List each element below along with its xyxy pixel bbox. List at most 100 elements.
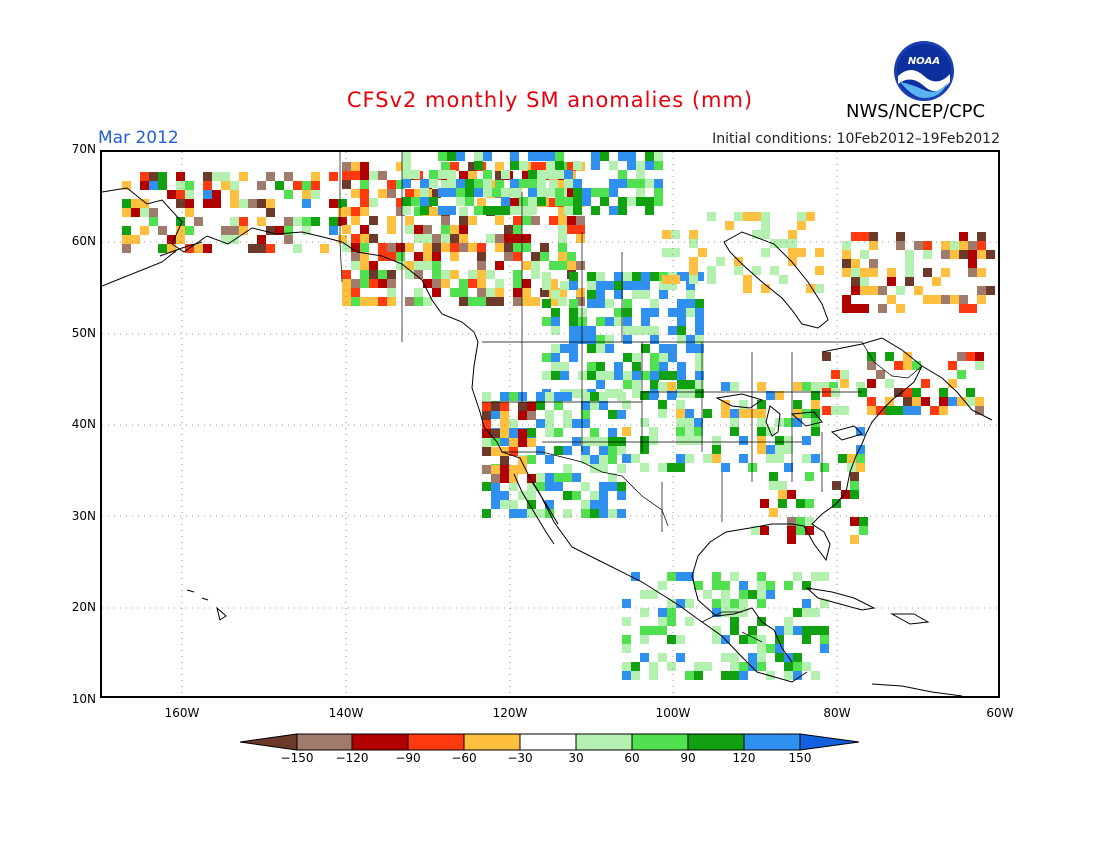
anomaly-cell xyxy=(876,406,885,415)
anomaly-cell xyxy=(387,270,396,279)
anomaly-cell xyxy=(712,581,721,590)
anomaly-cell xyxy=(841,490,850,499)
anomaly-cell xyxy=(387,243,396,252)
anomaly-cell xyxy=(555,197,564,206)
anomaly-cell xyxy=(695,308,704,317)
anomaly-cell xyxy=(802,409,811,418)
anomaly-cell xyxy=(968,268,977,277)
anomaly-cell xyxy=(176,190,185,199)
initial-conditions: Initial conditions: 10Feb2012–19Feb2012 xyxy=(712,131,1000,147)
anomaly-cell xyxy=(941,241,950,250)
anomaly-cell xyxy=(563,473,572,482)
anomaly-cell xyxy=(686,290,695,299)
anomaly-cell xyxy=(695,353,704,362)
anomaly-cell xyxy=(509,474,518,483)
lat-lon-grid xyxy=(102,152,998,696)
anomaly-cell xyxy=(402,170,411,179)
anomaly-cell xyxy=(858,388,867,397)
anomaly-cell xyxy=(581,500,590,509)
anomaly-cell xyxy=(387,225,396,234)
anomaly-cell xyxy=(387,279,396,288)
legend-swatch-gt150 xyxy=(799,733,860,751)
anomaly-cell xyxy=(787,526,796,535)
anomaly-cell xyxy=(959,304,968,313)
anomaly-cell xyxy=(302,190,311,199)
anomaly-cell xyxy=(887,277,896,286)
anomaly-cell xyxy=(939,388,948,397)
anomaly-cell xyxy=(703,590,712,599)
anomaly-cell xyxy=(284,235,293,244)
anomaly-cell xyxy=(667,572,676,581)
anomaly-cell xyxy=(518,402,527,411)
noaa-logo: NOAA xyxy=(893,40,955,102)
anomaly-cell xyxy=(769,481,778,490)
anomaly-cell xyxy=(459,171,468,180)
anomaly-cell xyxy=(536,509,545,518)
anomaly-cell xyxy=(599,464,608,473)
legend-label: −90 xyxy=(395,751,421,765)
anomaly-cell xyxy=(185,199,194,208)
legend-swatch-60-90 xyxy=(631,733,689,751)
anomaly-cell xyxy=(500,392,509,401)
anomaly-cell xyxy=(551,290,560,299)
anomaly-cell xyxy=(500,456,509,465)
anomaly-cell xyxy=(739,635,748,644)
anomaly-cell xyxy=(793,653,802,662)
anomaly-cell xyxy=(501,197,510,206)
anomaly-cell xyxy=(387,252,396,261)
anomaly-cell xyxy=(569,326,578,335)
anomaly-cell xyxy=(957,397,966,406)
anomaly-cell xyxy=(573,179,582,188)
anomaly-cell xyxy=(739,662,748,671)
anomaly-cell xyxy=(636,188,645,197)
anomaly-cell xyxy=(712,445,721,454)
anomaly-cell xyxy=(950,241,959,250)
anomaly-cell xyxy=(912,406,921,415)
anomaly-cell xyxy=(522,234,531,243)
anomaly-cell xyxy=(221,235,230,244)
anomaly-cell xyxy=(149,208,158,217)
anomaly-cell xyxy=(549,279,558,288)
anomaly-cell xyxy=(519,161,528,170)
anomaly-cell xyxy=(591,152,600,161)
anomaly-cell xyxy=(608,455,617,464)
anomaly-cell xyxy=(554,428,563,437)
anomaly-cell xyxy=(540,288,549,297)
anomaly-cell xyxy=(540,162,549,171)
anomaly-cell xyxy=(739,454,748,463)
anomaly-cell xyxy=(411,170,420,179)
anomaly-cell xyxy=(369,279,378,288)
anomaly-cell xyxy=(495,180,504,189)
anomaly-cell xyxy=(203,172,212,181)
anomaly-cell xyxy=(257,199,266,208)
anomaly-cell xyxy=(712,599,721,608)
anomaly-cell xyxy=(654,152,663,161)
anomaly-cell xyxy=(149,181,158,190)
anomaly-cell xyxy=(761,284,770,293)
anomaly-cell xyxy=(667,608,676,617)
anomaly-cell xyxy=(212,172,221,181)
anomaly-cell xyxy=(599,446,608,455)
anomaly-cell xyxy=(739,436,748,445)
anomaly-cell xyxy=(569,344,578,353)
anomaly-cell xyxy=(614,362,623,371)
anomaly-cell xyxy=(405,216,414,225)
anomaly-cell xyxy=(712,454,721,463)
anomaly-cell xyxy=(923,250,932,259)
anomaly-cell xyxy=(734,212,743,221)
anomaly-cell xyxy=(797,221,806,230)
anomaly-cell xyxy=(695,389,704,398)
anomaly-cell xyxy=(450,243,459,252)
anomaly-cell xyxy=(474,179,483,188)
anomaly-cell xyxy=(751,526,760,535)
anomaly-cell xyxy=(905,277,914,286)
anomaly-cell xyxy=(788,248,797,257)
anomaly-cell xyxy=(975,406,984,415)
anomaly-cell xyxy=(414,288,423,297)
anomaly-cell xyxy=(659,281,668,290)
anomaly-cell xyxy=(482,420,491,429)
anomaly-cell xyxy=(221,181,230,190)
anomaly-cell xyxy=(149,217,158,226)
anomaly-cell xyxy=(429,179,438,188)
anomaly-cell xyxy=(513,234,522,243)
